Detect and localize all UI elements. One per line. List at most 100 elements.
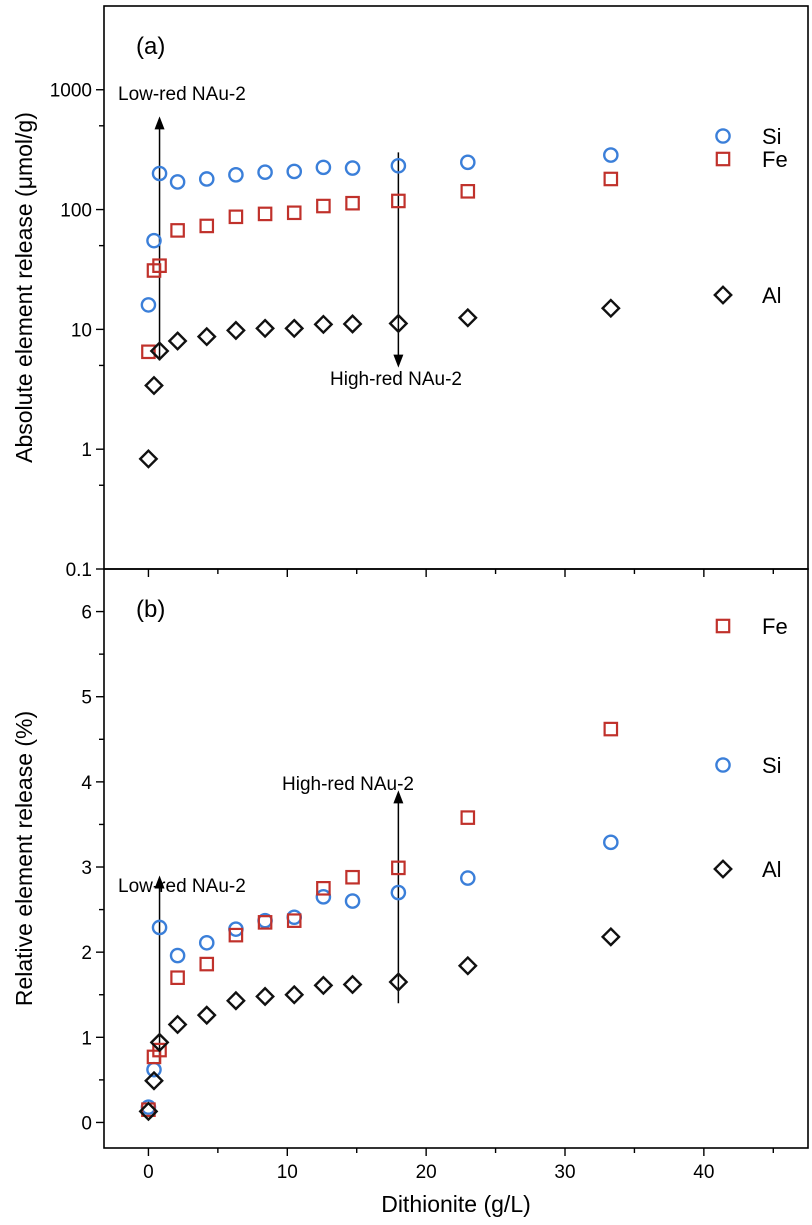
data-point-si [198,934,215,951]
legend-marker-al [713,859,733,879]
data-point-fe [170,223,185,238]
panel-b-relative-release: 0 1 2 3 4 5 6 Relative element release (%) (b) Lo… [11,568,809,1156]
data-point-al [144,1070,164,1091]
data-point-al [313,975,334,996]
data-point-al [342,974,363,995]
data-point-si [344,893,361,909]
legend-label-al: Al [762,283,782,308]
data-point-si [390,157,407,174]
legend-marker-si [715,128,731,144]
y-tick-label: 0 [81,1113,92,1134]
data-point-fe [603,171,619,187]
y-tick-label: 1 [81,440,92,461]
annotation-arrowhead [154,875,165,889]
data-point-fe [603,721,619,737]
panel-label: (b) [136,596,165,623]
y-tick-label: 3 [81,858,92,879]
data-point-fe [199,218,215,234]
y-tick-label: 1 [81,1028,92,1049]
panel-a-absolute-release: 0.1 1 10 100 1000 Absolute element release (μ… [11,5,809,581]
data-point-si [257,164,273,181]
data-point-si [169,947,186,964]
data-point-si [151,919,168,936]
data-point-fe [460,810,476,825]
x-tick-label: 20 [416,1162,437,1183]
data-point-al [149,341,170,361]
data-point-fe [257,915,273,930]
data-point-fe [199,956,215,972]
y-tick-label: 100 [60,201,92,222]
data-point-si [286,163,303,180]
data-point-fe [460,184,476,199]
data-point-si [151,165,168,182]
data-point-al [138,448,159,469]
data-point-al [167,331,188,351]
x-tick-label: 10 [277,1162,298,1183]
annotation-label: Low-red NAu-2 [118,876,246,897]
data-point-si [169,174,186,190]
data-point-al [167,1014,188,1035]
data-point-fe [152,1042,167,1058]
y-tick-label: 1000 [50,81,92,102]
data-point-fe [257,206,273,222]
data-point-fe [286,913,302,928]
data-point-fe [228,927,244,943]
data-point-si [603,147,619,163]
data-point-al [196,326,217,347]
data-point-si [344,160,361,176]
data-point-al [149,1032,170,1053]
data-point-al [457,307,478,328]
data-point-si [315,889,332,905]
data-point-si [140,297,157,313]
data-point-al [284,984,305,1005]
data-point-si [315,159,332,176]
data-point-al [226,990,246,1011]
legend-label-fe: Fe [762,614,788,639]
data-point-si [603,834,619,851]
data-point-fe [152,258,167,273]
data-point-al [600,926,621,947]
data-point-si [146,232,162,249]
y-tick-label: 5 [81,688,92,709]
data-point-al [388,972,409,992]
y-tick-label: 0.1 [66,560,92,581]
legend-label-al: Al [762,857,782,882]
x-tick-label: 30 [554,1162,575,1183]
data-point-fe [345,195,360,211]
data-point-fe [141,344,156,360]
data-point-al [284,318,305,339]
data-point-si [228,167,244,183]
data-point-al [457,955,478,976]
panel-label: (a) [136,33,165,60]
x-axis: 0 10 20 30 40 [143,1162,714,1183]
annotation-label: Low-red NAu-2 [118,84,246,105]
data-point-si [146,1061,162,1078]
data-point-fe [286,205,302,221]
legend-marker-fe [715,618,731,634]
legend-label-fe: Fe [762,147,788,172]
data-point-fe [391,193,406,209]
annotation-arrowhead [154,116,165,130]
data-point-fe [391,860,406,876]
annotation-arrowhead [393,790,404,804]
data-point-al [342,314,363,334]
legend-marker-si [715,757,731,773]
data-point-al [313,314,334,335]
data-point-al [255,986,275,1007]
data-point-al [255,318,275,339]
annotation-arrowhead [393,354,404,368]
data-point-al [388,313,409,334]
data-point-fe [316,198,331,214]
data-point-al [196,1005,217,1026]
y-axis-title: Absolute element release (μmol/g) [11,112,37,463]
data-point-al [138,1101,159,1122]
data-point-si [198,171,215,187]
y-tick-label: 2 [81,943,92,964]
legend-label-si: Si [762,124,782,149]
data-point-si [286,909,303,926]
data-point-fe [316,881,331,896]
y-tick-label: 10 [71,320,92,341]
legend-marker-al [713,285,733,305]
data-point-al [600,298,621,319]
